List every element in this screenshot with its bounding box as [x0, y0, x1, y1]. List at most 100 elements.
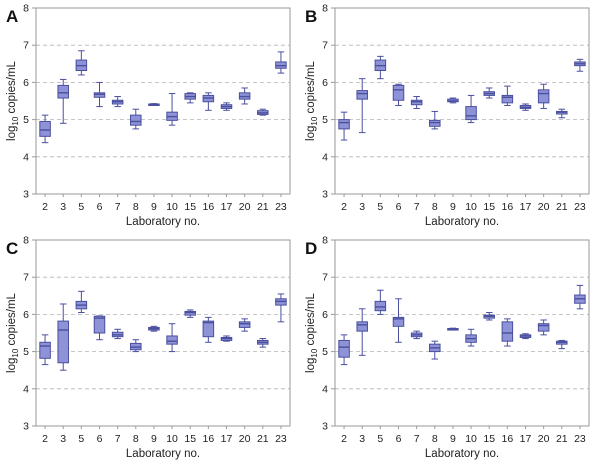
- y-tick-label: 4: [322, 151, 328, 163]
- x-tick-label: 17: [221, 433, 233, 445]
- box-23: [574, 58, 586, 72]
- x-tick-label: 2: [42, 201, 48, 213]
- iqr-box: [166, 335, 178, 345]
- box-16: [202, 316, 215, 343]
- y-tick-label: 5: [23, 346, 29, 358]
- x-tick-label: 21: [556, 201, 568, 213]
- box-17: [519, 103, 532, 111]
- x-tick-label: 8: [432, 201, 438, 213]
- box-3: [57, 303, 69, 371]
- box-9: [148, 325, 160, 332]
- x-tick-label: 16: [502, 433, 514, 445]
- x-axis-title: Laboratory no.: [425, 216, 499, 228]
- iqr-box: [392, 316, 405, 327]
- x-tick-label: 9: [450, 201, 456, 213]
- y-tick-label: 5: [322, 114, 328, 126]
- x-tick-label: 15: [184, 201, 196, 213]
- x-tick-label: 8: [432, 433, 438, 445]
- iqr-box: [374, 300, 387, 312]
- y-tick-label: 8: [322, 3, 328, 15]
- box-10: [465, 328, 477, 347]
- box-20: [238, 87, 251, 105]
- iqr-box: [410, 99, 423, 106]
- iqr-box: [338, 119, 350, 130]
- y-tick-label: 7: [23, 272, 29, 284]
- x-tick-label: 21: [556, 433, 568, 445]
- y-axis-title: log10 copies/mL: [305, 292, 319, 372]
- box-21: [556, 108, 568, 119]
- box-2: [39, 114, 51, 144]
- box-10: [465, 94, 477, 124]
- box-21: [257, 108, 269, 116]
- box-5: [75, 50, 88, 76]
- x-tick-label: 5: [78, 201, 84, 213]
- plot-frame: [35, 239, 291, 427]
- x-tick-label: 20: [538, 201, 550, 213]
- box-16: [501, 85, 514, 106]
- y-tick-label: 5: [322, 346, 328, 358]
- panel-letter: C: [6, 239, 18, 258]
- box-6: [392, 83, 405, 106]
- y-tick-label: 6: [23, 309, 29, 321]
- x-tick-label: 15: [483, 433, 495, 445]
- iqr-box: [429, 119, 441, 127]
- y-tick-label: 3: [322, 189, 328, 201]
- y-tick-label: 6: [322, 77, 328, 89]
- iqr-box: [130, 114, 142, 126]
- iqr-box: [93, 92, 106, 98]
- box-3: [356, 308, 368, 356]
- box-15: [184, 92, 196, 104]
- iqr-box: [356, 90, 368, 100]
- x-axis-title: Laboratory no.: [425, 448, 499, 460]
- iqr-box: [537, 323, 550, 332]
- box-9: [447, 97, 459, 104]
- x-tick-label: 21: [257, 201, 269, 213]
- box-5: [374, 289, 387, 315]
- box-6: [93, 81, 106, 108]
- x-tick-label: 5: [377, 201, 383, 213]
- panel-letter: A: [6, 7, 18, 26]
- x-tick-label: 17: [520, 201, 532, 213]
- box-21: [556, 339, 568, 350]
- x-tick-label: 3: [359, 201, 365, 213]
- iqr-box: [238, 321, 251, 328]
- y-tick-label: 3: [23, 189, 29, 201]
- iqr-box: [501, 321, 514, 342]
- x-tick-label: 10: [465, 201, 477, 213]
- x-tick-label: 8: [133, 433, 139, 445]
- box-15: [483, 87, 495, 99]
- box-2: [338, 111, 350, 141]
- iqr-box: [356, 321, 368, 332]
- x-axis-title: Laboratory no.: [126, 216, 200, 228]
- x-tick-label: 6: [396, 433, 402, 445]
- x-tick-label: 3: [359, 433, 365, 445]
- x-tick-label: 9: [151, 201, 157, 213]
- y-tick-label: 6: [322, 309, 328, 321]
- y-axis-title: log10 copies/mL: [305, 60, 319, 140]
- box-8: [429, 110, 441, 130]
- x-tick-label: 5: [377, 433, 383, 445]
- box-3: [57, 78, 69, 124]
- x-tick-label: 10: [465, 433, 477, 445]
- box-20: [537, 319, 550, 336]
- box-7: [410, 96, 423, 109]
- x-tick-label: 15: [483, 201, 495, 213]
- x-tick-label: 21: [257, 433, 269, 445]
- iqr-box: [392, 84, 405, 101]
- x-tick-label: 17: [520, 433, 532, 445]
- y-tick-label: 6: [23, 77, 29, 89]
- box-10: [166, 323, 178, 353]
- box-8: [130, 108, 142, 130]
- y-tick-label: 7: [322, 272, 328, 284]
- plot-frame: [334, 7, 590, 195]
- iqr-box: [39, 120, 51, 137]
- y-tick-label: 3: [23, 421, 29, 433]
- box-15: [483, 312, 495, 321]
- x-tick-label: 2: [42, 433, 48, 445]
- box-20: [537, 83, 550, 109]
- box-5: [374, 55, 387, 80]
- x-tick-label: 15: [184, 433, 196, 445]
